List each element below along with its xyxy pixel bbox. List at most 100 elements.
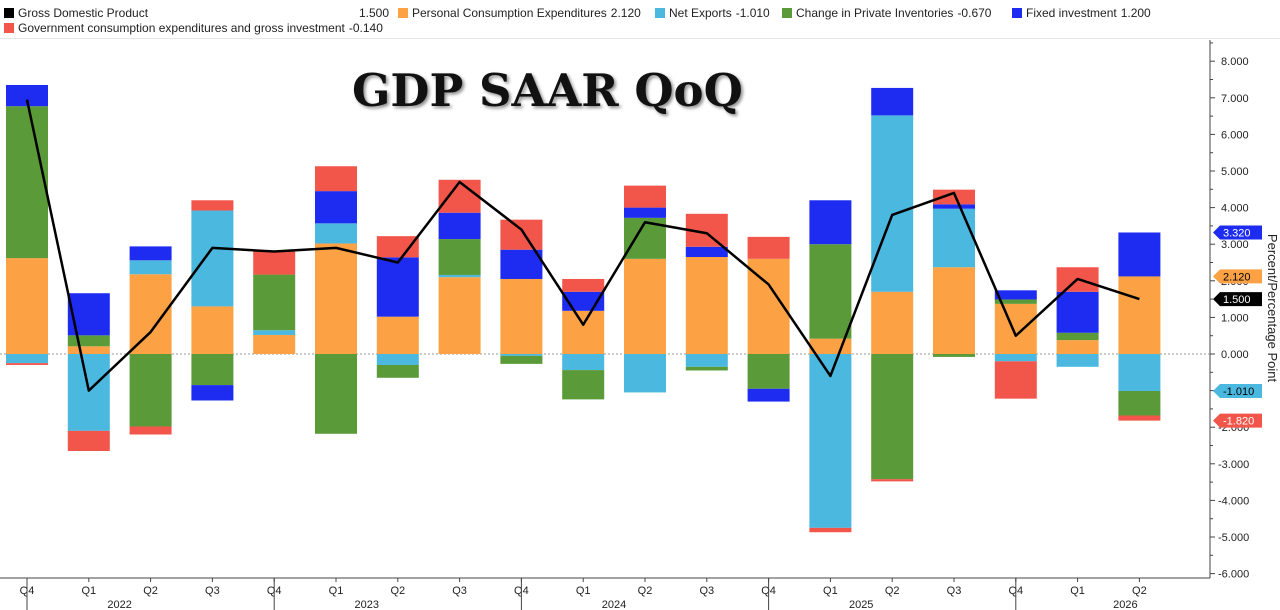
bar-segment	[6, 106, 48, 259]
bar-segment	[191, 385, 234, 401]
legend-item: Change in Private Inventories -0.670	[782, 6, 991, 20]
end-label-tag	[1213, 225, 1262, 240]
y-tick-label: 1.000	[1218, 312, 1249, 324]
end-label-text: -1.010	[1223, 386, 1254, 398]
x-tick-label: Q1	[823, 585, 838, 597]
x-tick-label: Q2	[885, 585, 900, 597]
bar-segment	[438, 274, 481, 278]
bar-segment	[624, 207, 666, 218]
bar-segment	[191, 210, 234, 307]
bar-segment	[1118, 415, 1161, 421]
y-tick-label: -6.000	[1218, 569, 1249, 581]
bar-segment	[129, 246, 172, 261]
bar-segment	[1056, 340, 1099, 354]
bar-segment	[871, 115, 914, 292]
y-tick-label: 8.000	[1218, 56, 1249, 68]
bar-segment	[67, 430, 110, 451]
legend-value: -0.670	[957, 6, 992, 20]
y-tick-label: -5.000	[1218, 532, 1249, 544]
bar-segment	[438, 277, 481, 354]
bar-segment	[315, 166, 357, 192]
legend-value: -1.010	[735, 6, 770, 20]
legend: Gross Domestic Product 1.500 Personal Cons…	[0, 0, 1280, 38]
bar-segment	[747, 236, 790, 259]
bar-segment	[376, 316, 419, 354]
year-label: 2022	[107, 599, 131, 610]
x-tick-label: Q3	[452, 585, 467, 597]
x-tick-label: Q3	[699, 585, 714, 597]
bar-segment	[747, 388, 790, 402]
bar-segment	[871, 291, 914, 354]
bar-segment	[933, 354, 975, 357]
end-label-tag	[1213, 292, 1262, 307]
bar-segment	[500, 355, 543, 364]
bar-segment	[1056, 354, 1099, 367]
bar-segment	[315, 243, 357, 354]
bar-segment	[500, 249, 543, 279]
legend-value: -0.140	[348, 21, 383, 35]
bar-segment	[809, 354, 852, 528]
bar-segment	[376, 364, 419, 378]
bar-segment	[562, 354, 605, 371]
y-tick-label: 3.000	[1218, 239, 1249, 251]
bar-segment	[685, 246, 728, 258]
bar-segment	[6, 84, 48, 107]
bar-segment	[809, 527, 852, 533]
end-label: -1.010	[1213, 383, 1262, 398]
bar-segment	[685, 354, 728, 367]
bar-segment	[253, 274, 296, 331]
bar-segment	[685, 257, 728, 354]
legend-swatch	[4, 8, 14, 18]
end-label: -1.820	[1213, 413, 1262, 428]
legend-item: Gross Domestic Product 1.500	[4, 6, 389, 20]
x-tick-label: Q3	[205, 585, 220, 597]
legend-value: 1.500	[359, 6, 390, 20]
bar-segment	[67, 354, 110, 431]
bar-segment	[747, 354, 790, 389]
x-tick-label: Q2	[143, 585, 158, 597]
bar-segment	[994, 303, 1037, 354]
bar-segment	[438, 212, 481, 240]
bar-segment	[438, 179, 481, 213]
bar-segment	[994, 354, 1037, 362]
legend-item: Net Exports -1.010	[655, 6, 770, 20]
bar-segment	[1118, 354, 1161, 391]
end-label-tag	[1213, 383, 1262, 398]
bar-segment	[191, 200, 234, 211]
legend-swatch	[4, 23, 14, 33]
y-tick-label: -3.000	[1218, 459, 1249, 471]
x-tick-label: Q1	[81, 585, 96, 597]
x-tick-label: Q2	[1132, 585, 1147, 597]
bar-segment	[67, 346, 110, 354]
bar-segment	[129, 354, 172, 427]
bar-segment	[685, 366, 728, 371]
year-label: 2026	[1113, 599, 1137, 610]
bar-segment	[871, 479, 914, 482]
legend-item: Government consumption expenditures and …	[4, 21, 383, 35]
bar-segment	[6, 354, 48, 364]
end-label-tag	[1213, 413, 1262, 428]
year-label: 2024	[602, 599, 626, 610]
bar-segment	[809, 200, 852, 245]
bar-segment	[253, 250, 296, 275]
bar-segment	[129, 260, 172, 275]
x-tick-label: Q1	[329, 585, 344, 597]
bar-segment	[500, 354, 543, 356]
y-tick-label: 5.000	[1218, 166, 1249, 178]
bar-segment	[500, 219, 543, 250]
year-label: 2023	[355, 599, 379, 610]
bar-segment	[67, 335, 110, 347]
bar-segment	[624, 354, 666, 393]
bar-segment	[315, 223, 357, 244]
bar-segment	[1056, 332, 1099, 341]
x-tick-label: Q3	[947, 585, 962, 597]
legend-swatch	[398, 8, 408, 18]
legend-label: Change in Private Inventories	[796, 6, 954, 20]
bar-segment	[500, 278, 543, 354]
bar-segment	[315, 354, 357, 434]
legend-swatch	[782, 8, 792, 18]
legend-value: 2.120	[610, 6, 641, 20]
y-axis-label: Percent/Percentage Point	[1265, 234, 1280, 383]
bar-segment	[933, 267, 975, 354]
